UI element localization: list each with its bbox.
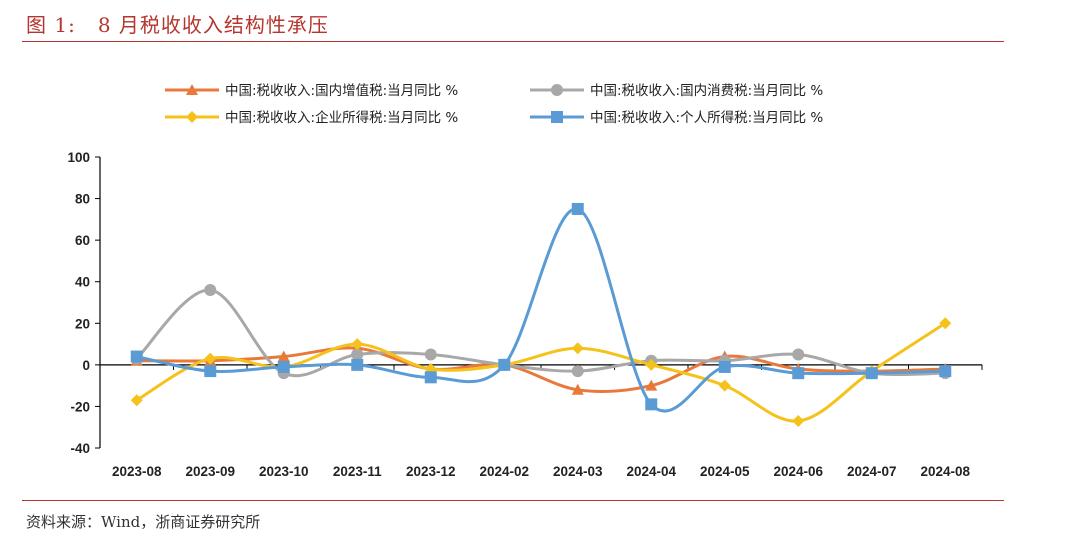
data-point — [718, 379, 731, 392]
top-divider — [22, 41, 1004, 42]
legend-item: 中国:税收收入:国内增值税:当月同比 % — [165, 83, 458, 99]
legend-label: 中国:税收收入:国内消费税:当月同比 % — [590, 83, 823, 99]
y-tick-label: 40 — [75, 275, 90, 290]
series-layer — [130, 202, 952, 427]
x-tick-label: 2023-12 — [406, 464, 456, 479]
data-point — [645, 398, 658, 411]
data-point — [792, 348, 805, 361]
x-tick-label: 2023-09 — [185, 464, 235, 479]
y-tick-label: -40 — [70, 441, 90, 456]
data-point — [939, 365, 952, 378]
data-point — [351, 348, 364, 361]
chart-axes: -40 -20 0 20 40 60 80 100 2023-08 2023-09 2023-10 2… — [67, 150, 983, 479]
data-point — [792, 414, 805, 427]
data-point — [571, 365, 584, 378]
figure-title-text: 8 月税收收入结构性承压 — [97, 13, 329, 37]
data-point — [571, 342, 584, 355]
data-point — [351, 358, 364, 371]
figure-title: 图 1: 8 月税收收入结构性承压 — [26, 9, 329, 38]
y-tick-label: -20 — [70, 399, 90, 414]
data-point — [571, 202, 584, 215]
data-point — [939, 317, 952, 330]
x-tick-label: 2023-10 — [259, 464, 309, 479]
data-point — [498, 358, 511, 371]
figure-number: 图 1: — [26, 13, 76, 37]
data-point — [424, 348, 437, 361]
x-tick-label: 2024-04 — [626, 464, 676, 479]
data-point — [204, 365, 217, 378]
legend-marker — [551, 111, 563, 123]
legend-label: 中国:税收收入:国内增值税:当月同比 % — [225, 83, 458, 99]
legend-item: 中国:税收收入:企业所得税:当月同比 % — [165, 109, 458, 126]
data-point — [204, 352, 217, 365]
legend-marker — [186, 111, 198, 123]
data-point — [424, 371, 437, 384]
x-tick-label: 2024-03 — [553, 464, 603, 479]
y-tick-label: 0 — [82, 358, 90, 373]
series-square — [130, 202, 952, 413]
x-tick-label: 2024-06 — [773, 464, 823, 479]
data-point — [645, 379, 658, 391]
data-point — [865, 367, 878, 380]
data-point — [792, 367, 805, 380]
chart-legend: 中国:税收收入:国内增值税:当月同比 % 中国:税收收入:国内消费税:当月同比 %… — [165, 83, 823, 126]
x-tick-label: 2023-11 — [333, 464, 382, 479]
data-point — [130, 394, 143, 407]
series-line — [136, 207, 946, 413]
legend-item: 中国:税收收入:国内消费税:当月同比 % — [530, 83, 823, 99]
bottom-divider — [22, 500, 1004, 501]
x-tick-label: 2024-07 — [847, 464, 897, 479]
data-point — [351, 338, 364, 351]
x-tick-label: 2024-02 — [479, 464, 529, 479]
legend-label: 中国:税收收入:个人所得税:当月同比 % — [590, 109, 823, 126]
source-note: 资料来源：Wind，浙商证券研究所 — [26, 513, 261, 531]
data-point — [204, 284, 217, 297]
y-tick-label: 20 — [75, 316, 90, 331]
legend-item: 中国:税收收入:个人所得税:当月同比 % — [530, 109, 823, 126]
data-point — [645, 358, 658, 371]
data-point — [718, 360, 731, 373]
data-point — [277, 360, 290, 373]
legend-marker — [551, 84, 563, 96]
data-point — [571, 383, 584, 395]
y-tick-label: 60 — [75, 233, 90, 248]
legend-label: 中国:税收收入:企业所得税:当月同比 % — [225, 109, 458, 126]
x-tick-label: 2023-08 — [112, 464, 162, 479]
legend-marker — [186, 84, 198, 95]
data-point — [277, 350, 290, 362]
data-point — [130, 350, 143, 363]
x-tick-label: 2024-05 — [700, 464, 750, 479]
x-tick-label: 2024-08 — [920, 464, 970, 479]
y-tick-label: 80 — [75, 192, 90, 207]
y-tick-label: 100 — [67, 150, 90, 165]
